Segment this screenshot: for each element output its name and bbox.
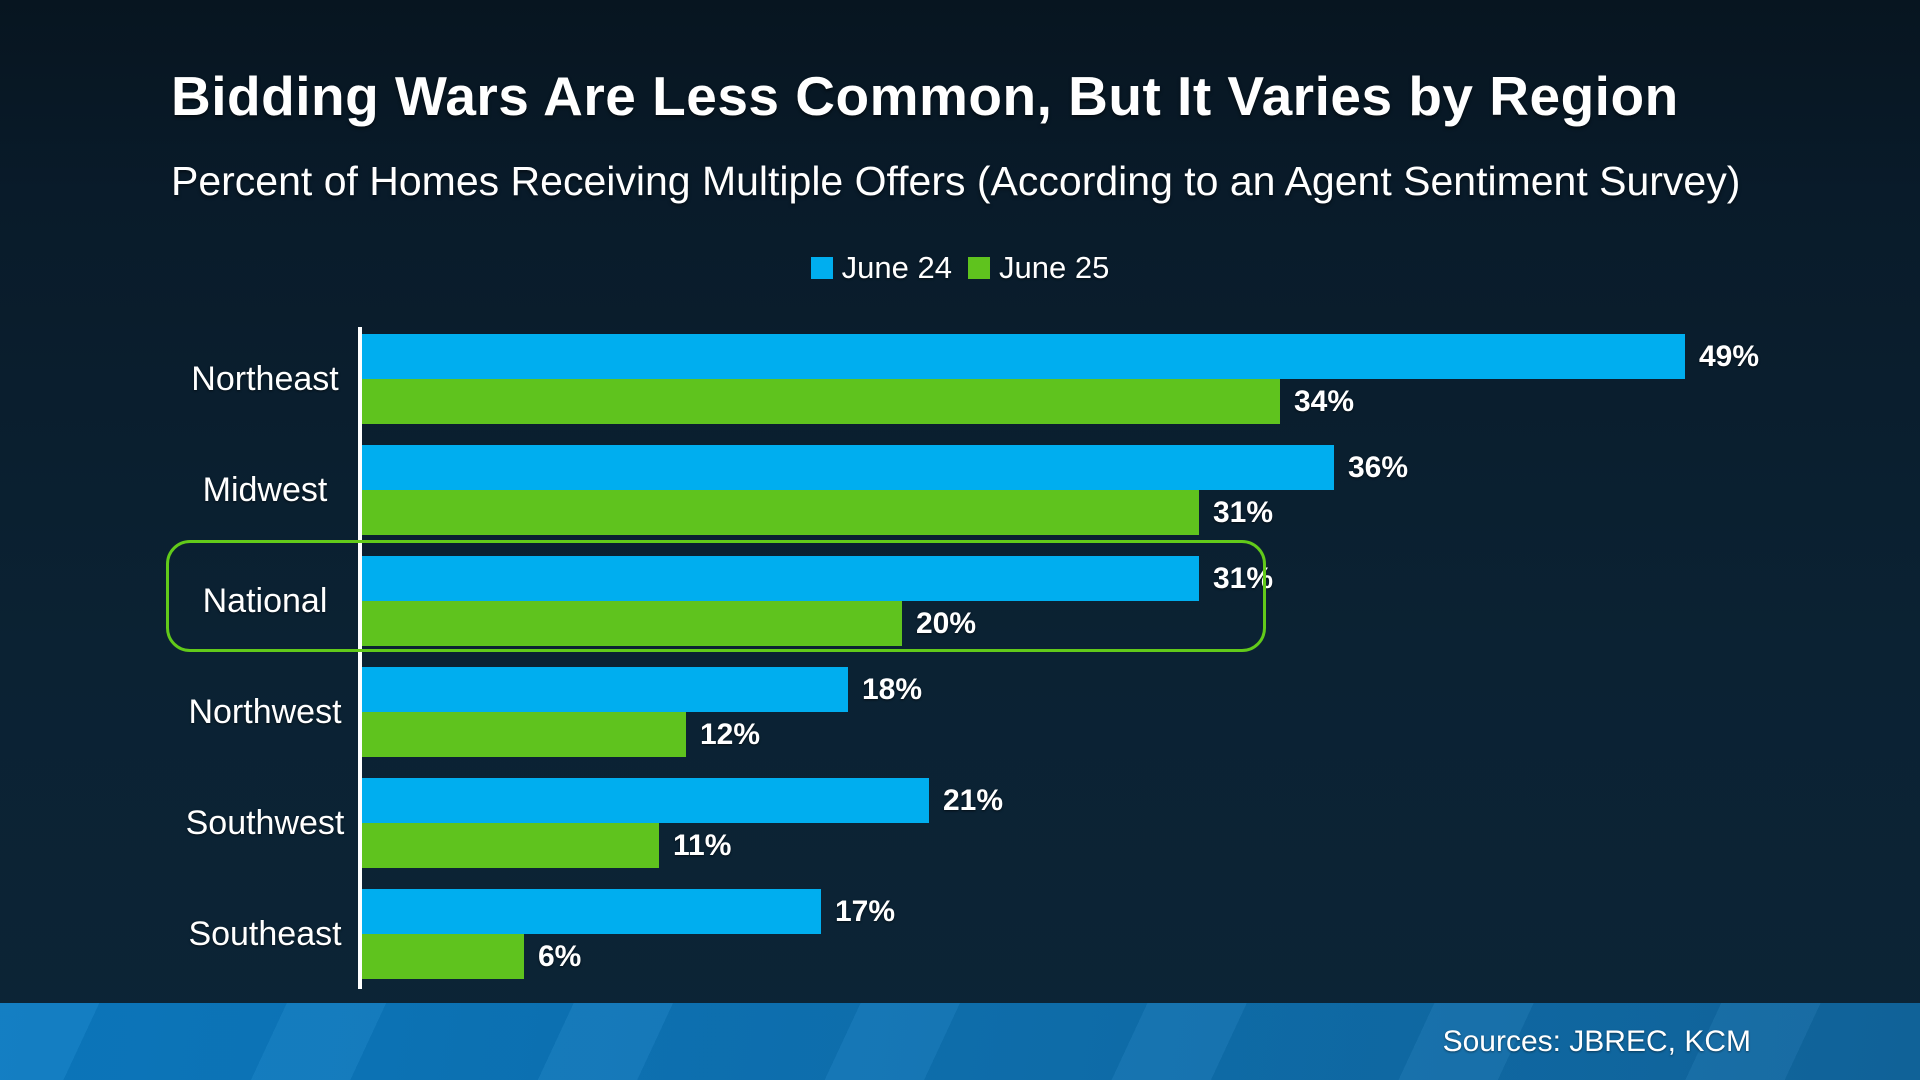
bar-june-25 (362, 490, 1199, 535)
category-label: Southeast (188, 914, 342, 953)
bar-june-25 (362, 712, 686, 757)
bar-row: National 31% 20% (0, 556, 1920, 646)
legend-label: June 24 (841, 250, 952, 285)
value-label: 36% (1348, 451, 1409, 484)
bar-group: 17% 6% (362, 889, 1920, 979)
bar-june-24 (362, 889, 821, 934)
legend: June 24 June 25 (0, 250, 1920, 286)
bar-june-25 (362, 601, 902, 646)
bar-group: 18% 12% (362, 667, 1920, 757)
bar-june-24 (362, 445, 1334, 490)
legend-swatch-icon (810, 257, 833, 279)
bar-row: Southeast 17% 6% (0, 889, 1920, 979)
footer-bar: Sources: JBREC, KCM (0, 1003, 1920, 1080)
bar-group: 49% 34% (362, 334, 1920, 424)
national-highlight-box (166, 540, 1266, 652)
value-label: 34% (1294, 385, 1355, 418)
bar-group: 36% 31% (362, 445, 1920, 535)
category-axis-line (358, 327, 362, 989)
value-label: 11% (673, 829, 732, 862)
legend-item: June 25 (968, 250, 1109, 286)
page-title: Bidding Wars Are Less Common, But It Var… (171, 65, 1679, 127)
value-label: 49% (1699, 340, 1760, 373)
bar-june-24 (362, 334, 1685, 379)
bar-row: Southwest 21% 11% (0, 778, 1920, 868)
category-label: Northeast (191, 359, 339, 398)
bar-june-24 (362, 778, 929, 823)
value-label: 17% (835, 895, 896, 928)
bar-group: 21% 11% (362, 778, 1920, 868)
bar-row: Northwest 18% 12% (0, 667, 1920, 757)
bar-june-25 (362, 823, 659, 868)
bar-june-24 (362, 667, 848, 712)
legend-item: June 24 (810, 250, 952, 286)
chart-rows: Northeast 49% 34% Midwest 36% 31% National 31% 2… (0, 334, 1920, 1000)
value-label: 20% (916, 607, 977, 640)
bar-june-25 (362, 379, 1280, 424)
value-label: 6% (538, 940, 582, 973)
sources-text: Sources: JBREC, KCM (1442, 1025, 1751, 1058)
category-label: Midwest (202, 470, 328, 509)
value-label: 21% (943, 784, 1004, 817)
bar-june-25 (362, 934, 524, 979)
bar-row: Northeast 49% 34% (0, 334, 1920, 424)
legend-swatch-icon (968, 257, 990, 279)
bar-group: 31% 20% (362, 556, 1920, 646)
category-label: National (202, 581, 328, 620)
legend-label: June 25 (999, 250, 1110, 285)
value-label: 31% (1213, 496, 1274, 529)
value-label: 18% (862, 673, 923, 706)
chart: Northeast 49% 34% Midwest 36% 31% National 31% 2… (0, 327, 1920, 997)
page-subtitle: Percent of Homes Receiving Multiple Offe… (171, 158, 1741, 204)
category-label: Southwest (185, 803, 345, 842)
bar-june-24 (362, 556, 1199, 601)
category-label: Northwest (188, 692, 342, 731)
bar-row: Midwest 36% 31% (0, 445, 1920, 535)
value-label: 12% (700, 718, 761, 751)
